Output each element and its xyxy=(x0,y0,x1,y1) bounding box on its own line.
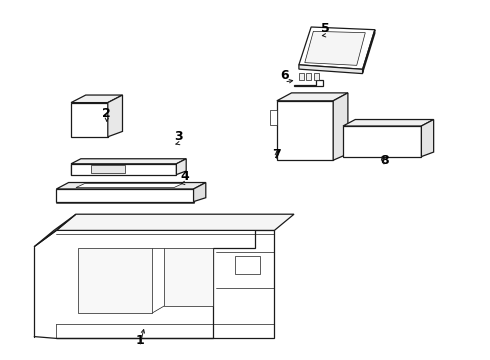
Polygon shape xyxy=(56,230,274,338)
Polygon shape xyxy=(176,159,186,175)
Text: 2: 2 xyxy=(102,107,111,120)
Polygon shape xyxy=(71,103,108,137)
Polygon shape xyxy=(56,189,194,202)
Polygon shape xyxy=(108,95,122,137)
Polygon shape xyxy=(305,31,365,65)
Text: 1: 1 xyxy=(135,334,144,347)
Text: 8: 8 xyxy=(380,154,389,167)
Polygon shape xyxy=(76,184,182,188)
Polygon shape xyxy=(343,126,421,157)
Polygon shape xyxy=(71,164,176,175)
Polygon shape xyxy=(363,30,375,73)
Polygon shape xyxy=(164,248,213,306)
Text: 6: 6 xyxy=(280,69,289,82)
Polygon shape xyxy=(277,93,348,101)
Polygon shape xyxy=(421,120,434,157)
Polygon shape xyxy=(343,120,434,126)
Polygon shape xyxy=(56,214,294,230)
Text: 4: 4 xyxy=(181,170,190,183)
Polygon shape xyxy=(306,73,311,80)
Polygon shape xyxy=(294,80,323,86)
Polygon shape xyxy=(299,73,304,80)
Polygon shape xyxy=(71,95,122,103)
Polygon shape xyxy=(34,214,76,247)
Polygon shape xyxy=(277,101,333,160)
Polygon shape xyxy=(299,27,375,69)
Polygon shape xyxy=(71,159,186,164)
Text: 3: 3 xyxy=(174,130,183,143)
Polygon shape xyxy=(56,183,206,189)
Polygon shape xyxy=(235,256,260,274)
Polygon shape xyxy=(270,110,277,125)
Polygon shape xyxy=(333,93,348,160)
Text: 7: 7 xyxy=(272,148,281,161)
Polygon shape xyxy=(314,73,318,80)
Polygon shape xyxy=(78,248,152,313)
Polygon shape xyxy=(91,165,125,173)
Polygon shape xyxy=(299,65,363,74)
Text: 5: 5 xyxy=(321,22,330,35)
Polygon shape xyxy=(194,183,206,202)
